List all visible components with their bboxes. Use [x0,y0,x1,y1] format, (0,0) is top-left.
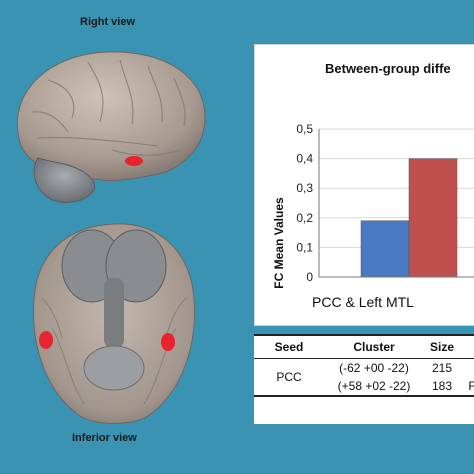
table-header-row: Seed Cluster Size [254,334,474,359]
inferior-view-label: Inferior view [72,432,137,444]
cell-extra [460,359,474,378]
cell-size: 215 [431,361,453,375]
brain-lateral-activation [125,156,143,166]
y-tick-label: 0,5 [296,122,313,136]
bar-series-1 [360,220,410,278]
bar-series-2 [408,158,458,278]
x-category-label: PCC & Left MTL [312,294,414,310]
table-row: PCC (-62 +00 -22) 215 [254,358,474,397]
chart-panel: Between-group diffe 0 0,1 0,2 0,3 0,4 0,5 FC … [254,44,474,326]
right-view-label: Right view [80,16,136,28]
results-table: Seed Cluster Size PCC (-62 +00 -22) 215 … [254,334,474,397]
y-tick-label: 0,2 [296,211,313,225]
cell-seed: PCC [254,358,324,397]
y-axis-label: FC Mean Values [272,197,286,289]
chart-title: Between-group diffe [325,61,451,76]
brain-inferior-image [32,223,196,424]
bar-chart: 0 0,1 0,2 0,3 0,4 0,5 FC Mean Values PCC & Le… [272,122,474,310]
cell-cluster: (-62 +00 -22) [339,361,409,375]
header-size: Size [424,334,460,359]
y-tick-label: 0,4 [296,152,313,166]
brain-inferior-activation-left [39,331,53,349]
brain-lateral-image [16,51,206,203]
y-tick-label: 0,1 [296,240,313,254]
y-tick-label: 0,3 [296,181,313,195]
header-cluster: Cluster [324,334,424,359]
brain-inferior-activation-right [161,333,175,351]
y-tick-label: 0 [306,270,313,284]
cell-cluster: (+58 +02 -22) [324,377,424,397]
header-extra [460,334,474,359]
results-table-panel: Seed Cluster Size PCC (-62 +00 -22) 215 … [254,334,474,424]
header-seed: Seed [254,334,324,359]
cell-extra: F [460,377,474,397]
table-row: (+58 +02 -22) 183 F [254,377,474,397]
cell-size: 183 [424,377,460,397]
